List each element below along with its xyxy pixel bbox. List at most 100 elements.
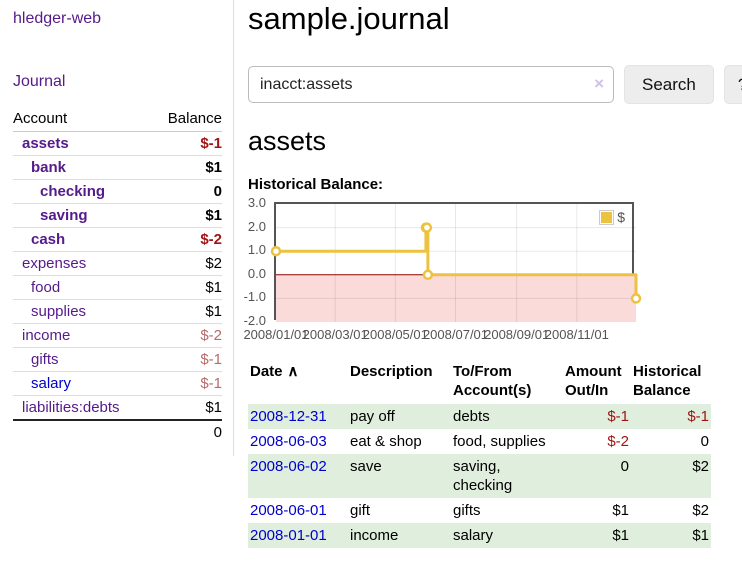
accounts-table: Account Balance assets $-1 bank $1 check… [13, 107, 222, 444]
account-link-bank[interactable]: bank [31, 159, 67, 176]
help-button[interactable]: ? [723, 65, 742, 104]
y-tick-label: 1.0 [247, 242, 266, 258]
account-link-income[interactable]: income [22, 327, 71, 344]
chart-legend: $ [597, 208, 627, 226]
transaction-description: save [350, 458, 382, 475]
register-header-date[interactable]: Date ∧ [250, 363, 299, 380]
app-window: hledger-web Journal Account Balance asse… [0, 0, 742, 548]
transaction-date-link[interactable]: 2008-06-01 [250, 502, 327, 519]
y-tick-label: 2.0 [247, 218, 266, 234]
register-header-description: Description [350, 363, 433, 380]
register-row: 2008-01-01 income salary $1 $1 [248, 523, 711, 548]
transaction-accounts: saving, checking [453, 458, 513, 494]
account-link-saving[interactable]: saving [40, 207, 88, 224]
register-header-row: Date ∧ Description To/From Account(s) Amo… [248, 360, 711, 404]
y-tick-label: 3.0 [247, 195, 266, 210]
account-balance: $-2 [151, 323, 222, 348]
chart-label: Historical Balance: [248, 176, 384, 193]
x-tick-label: 2008/11/01 [544, 327, 609, 342]
account-row-cash: cash $-2 [13, 227, 222, 252]
x-tick-label: 2008/07/01 [422, 327, 489, 342]
account-link-cash[interactable]: cash [31, 231, 66, 248]
transaction-accounts: food, supplies [453, 433, 546, 450]
register-row: 2008-06-01 gift gifts $1 $2 [248, 498, 711, 523]
transaction-description: income [350, 527, 399, 544]
transaction-balance: $1 [692, 527, 709, 544]
page-title: sample.journal [248, 1, 450, 36]
transaction-date-link[interactable]: 2008-06-02 [250, 458, 327, 475]
account-balance: $-1 [200, 135, 222, 152]
account-row-salary: salary $-1 [13, 371, 222, 396]
transaction-balance: $2 [692, 458, 709, 475]
transaction-date-link[interactable]: 2008-06-03 [250, 433, 327, 450]
x-tick-label: 2008/09/01 [484, 327, 550, 342]
transaction-date-link[interactable]: 2008-01-01 [250, 527, 327, 544]
sidebar: hledger-web Journal Account Balance asse… [0, 0, 234, 548]
y-tick-label: -1.0 [243, 289, 266, 305]
accounts-header-account: Account [13, 107, 152, 132]
register-header-amount: Amount Out/In [565, 363, 622, 399]
transaction-amount: $1 [612, 502, 629, 519]
account-balance: $1 [151, 155, 222, 180]
account-link-expenses[interactable]: expenses [22, 255, 87, 272]
account-heading: assets [248, 126, 327, 156]
account-link-food[interactable]: food [31, 279, 61, 296]
legend-swatch-icon [599, 209, 615, 225]
account-balance: 0 [151, 179, 222, 204]
register-row: 2008-12-31 pay off debts $-1 $-1 [248, 404, 711, 429]
clear-search-icon[interactable]: × [594, 74, 604, 93]
register-row: 2008-06-02 save saving, checking 0 $2 [248, 454, 711, 498]
accounts-header-row: Account Balance [13, 107, 222, 132]
accounts-total-row: 0 [13, 419, 222, 444]
account-balance: $-1 [151, 371, 222, 396]
chart-y-axis-labels: 3.0 2.0 1.0 0.0 -1.0 -2.0 [238, 195, 268, 328]
account-link-salary[interactable]: salary [31, 375, 72, 392]
account-row-gifts: gifts $-1 [13, 347, 222, 372]
account-balance: $-1 [151, 347, 222, 372]
transaction-date-link[interactable]: 2008-12-31 [250, 408, 327, 425]
account-row-expenses: expenses $2 [13, 251, 222, 276]
account-row-income: income $-2 [13, 323, 222, 348]
historical-balance-chart: 3.0 2.0 1.0 0.0 -1.0 -2.0 $ 2008/01/01 2008/03… [243, 195, 642, 345]
x-tick-label: 2008/05/01 [362, 327, 428, 342]
transaction-accounts: gifts [453, 502, 481, 519]
account-link-supplies[interactable]: supplies [31, 303, 87, 320]
transaction-amount: $-1 [607, 408, 629, 425]
account-row-assets: assets $-1 [13, 132, 222, 156]
search-row: × Search ? [248, 65, 742, 104]
account-balance: $2 [151, 251, 222, 276]
accounts-total: 0 [151, 419, 222, 444]
transaction-description: eat & shop [350, 433, 422, 450]
account-link-gifts[interactable]: gifts [31, 351, 59, 368]
account-row-supplies: supplies $1 [13, 299, 222, 324]
sort-ascending-icon: ∧ [287, 363, 299, 380]
account-balance: $1 [151, 395, 222, 420]
account-link-checking[interactable]: checking [40, 183, 106, 200]
account-balance: $-2 [151, 227, 222, 252]
account-row-checking: checking 0 [13, 179, 222, 204]
chart-plot-area: $ [270, 202, 642, 322]
search-input[interactable] [248, 66, 614, 103]
main-content: sample.journal × Search ? assets Histori… [234, 0, 742, 548]
register-table: Date ∧ Description To/From Account(s) Amo… [248, 360, 711, 548]
account-row-food: food $1 [13, 275, 222, 300]
account-balance: $1 [151, 275, 222, 300]
sidebar-item-journal[interactable]: Journal [13, 73, 66, 90]
x-tick-label: 2008/03/01 [302, 327, 368, 342]
account-row-liabilities-debts: liabilities:debts $1 [13, 395, 222, 420]
register-header-balance: Historical Balance [633, 363, 702, 399]
account-link-assets[interactable]: assets [22, 135, 69, 152]
y-tick-label: 0.0 [247, 265, 266, 281]
search-box: × [248, 66, 614, 103]
account-row-bank: bank $1 [13, 155, 222, 180]
chart-x-axis-labels: 2008/01/01 2008/03/01 2008/05/01 2008/07/01… [243, 327, 636, 345]
account-link-liabilities-debts[interactable]: liabilities:debts [22, 399, 120, 416]
transaction-accounts: debts [453, 408, 490, 425]
app-title-link[interactable]: hledger-web [13, 10, 102, 27]
y-tick-label: -2.0 [243, 313, 266, 328]
transaction-accounts: salary [453, 527, 494, 544]
search-button[interactable]: Search [624, 65, 714, 104]
transaction-balance: $2 [692, 502, 709, 519]
register-header-accounts: To/From Account(s) [453, 363, 532, 399]
chart-line-svg [270, 204, 642, 322]
